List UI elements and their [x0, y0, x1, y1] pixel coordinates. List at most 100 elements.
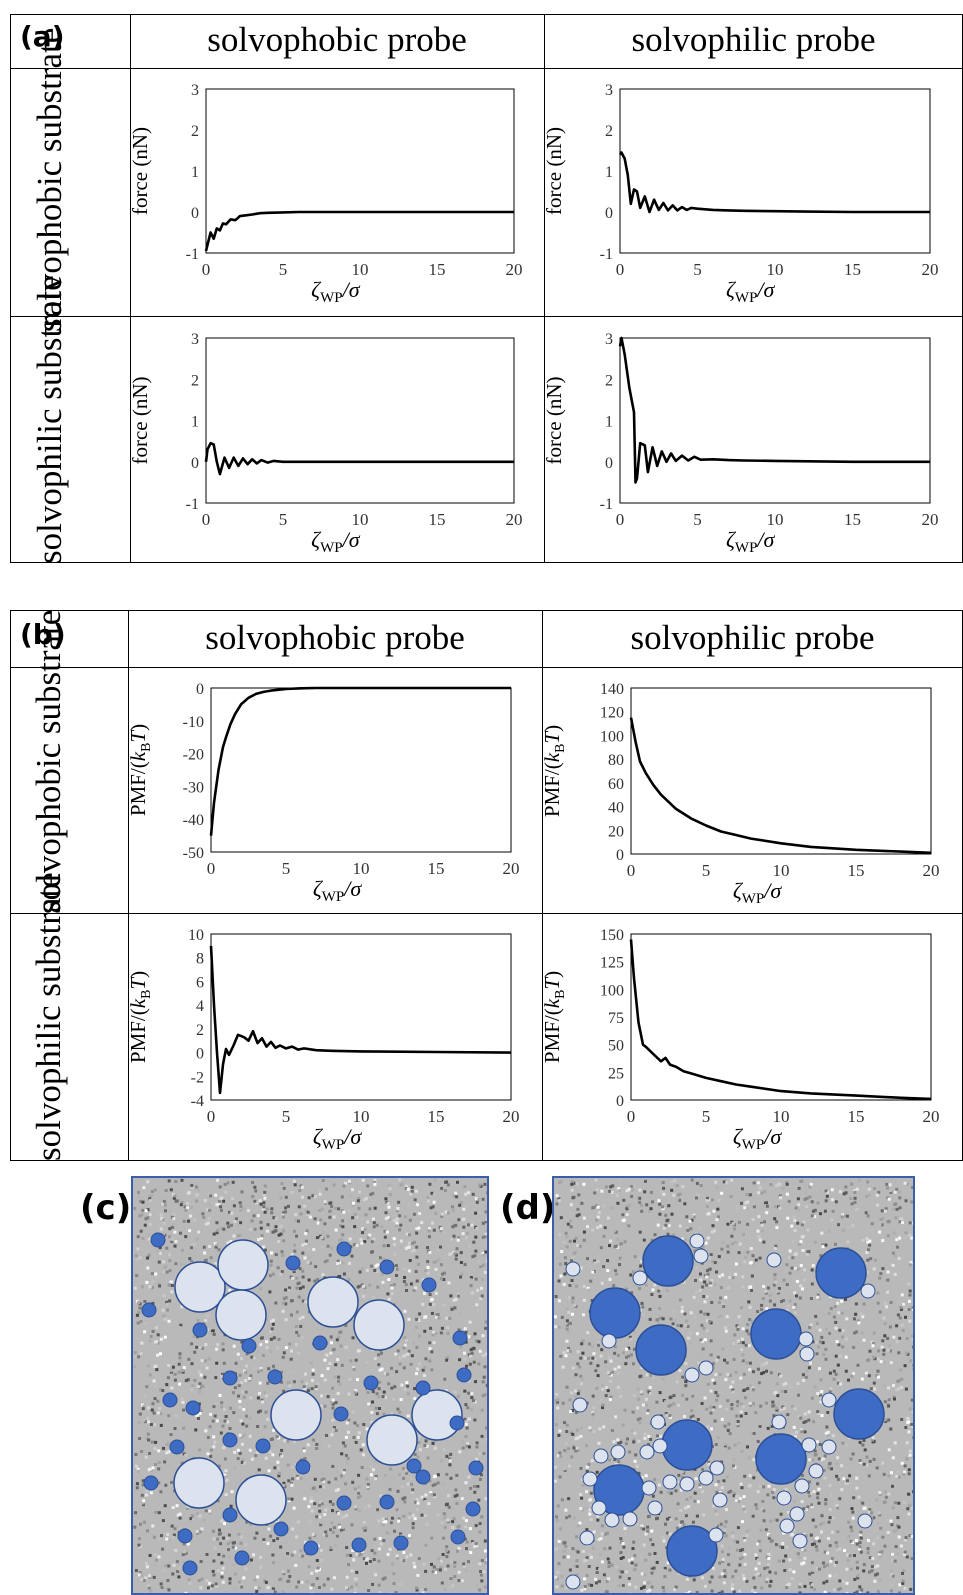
small-solvent-particle — [295, 1459, 311, 1475]
large-solvophobic-particle — [661, 1419, 713, 1471]
small-solvent-particle — [601, 1333, 617, 1349]
y-tick-label: 3 — [191, 82, 199, 99]
small-solvent-particle — [591, 1500, 607, 1516]
series-line — [209, 945, 512, 1095]
small-solvent-particle — [821, 1439, 837, 1455]
y-axis-label: force (nN) — [545, 376, 566, 464]
large-solvophilic-particle — [173, 1457, 225, 1509]
large-solvophilic-particle — [353, 1299, 405, 1351]
x-tick-label: 20 — [922, 260, 939, 279]
y-tick-label: -1 — [186, 496, 199, 513]
x-tick-label: 5 — [702, 861, 711, 880]
plot-area-frame — [210, 687, 512, 853]
y-tick-label: 6 — [196, 974, 204, 991]
small-solvent-particle — [452, 1330, 468, 1346]
x-tick-label: 0 — [616, 260, 625, 279]
series-line — [618, 151, 930, 214]
x-axis-label: ζWP/σ — [726, 527, 776, 556]
plot-area-frame — [630, 687, 932, 855]
y-axis-label: PMF/(kBT) — [129, 724, 154, 816]
x-tick-label: 5 — [282, 859, 291, 878]
small-solvent-particle — [650, 1414, 666, 1430]
small-solvent-particle — [712, 1492, 728, 1508]
large-solvophobic-particle — [833, 1388, 885, 1440]
small-solvent-particle — [456, 1367, 472, 1383]
chart-b-philic-philic: 0 5 10 15 20 0 25 50 75 100 125 150 ζWP/σ PMF/(kBT) — [543, 927, 940, 1153]
y-tick-label: -40 — [183, 812, 204, 829]
y-tick-label: 25 — [608, 1065, 624, 1082]
small-solvent-particle — [273, 1521, 289, 1537]
x-tick-label: 10 — [353, 1107, 370, 1126]
y-tick-label: -2 — [191, 1069, 204, 1086]
panel-b-divider — [10, 913, 963, 914]
y-tick-label: 4 — [196, 998, 204, 1015]
small-solvent-particle — [799, 1346, 815, 1362]
small-solvent-particle — [693, 1248, 709, 1264]
small-solvent-particle — [779, 1518, 795, 1534]
small-solvent-particle — [222, 1507, 238, 1523]
x-tick-label: 5 — [693, 510, 702, 529]
y-tick-label: 0 — [616, 1093, 624, 1110]
small-solvent-particle — [572, 1397, 588, 1413]
small-solvent-particle — [565, 1261, 581, 1277]
y-tick-label: 2 — [605, 372, 613, 389]
small-solvent-particle — [363, 1375, 379, 1391]
x-tick-label: 20 — [923, 1107, 940, 1126]
panel-c-scene — [131, 1176, 489, 1595]
y-tick-label: 20 — [608, 823, 624, 840]
y-tick-label: 3 — [605, 82, 613, 99]
y-tick-label: 125 — [600, 955, 624, 972]
small-solvent-particle — [801, 1437, 817, 1453]
y-tick-label: 1 — [605, 414, 613, 431]
small-solvent-particle — [622, 1511, 638, 1527]
large-solvophilic-particle — [235, 1474, 287, 1526]
small-solvent-particle — [610, 1444, 626, 1460]
x-tick-label: 0 — [627, 861, 636, 880]
small-solvent-particle — [267, 1369, 283, 1385]
small-solvent-particle — [303, 1540, 319, 1556]
chart-b-phobic-phobic: 0 5 10 15 20 -50 -40 -30 -20 -10 0 ζWP/σ PMF/(kBT) — [129, 681, 520, 905]
y-tick-label: 150 — [600, 927, 624, 944]
small-solvent-particle — [708, 1527, 724, 1543]
plot-area-frame — [205, 337, 515, 504]
panel-a-divider — [544, 14, 545, 563]
x-tick-label: 5 — [282, 1107, 291, 1126]
y-tick-label: 1 — [191, 164, 199, 181]
col-title-solvophilic-probe: solvophilic probe — [631, 20, 876, 59]
y-tick-label: 2 — [196, 1022, 204, 1039]
chart-b-phobic-philic: 0 5 10 15 20 0 20 40 60 80 100 120 140 ζWP/σ PMF/(kBT) — [543, 681, 940, 907]
y-axis-label: force (nN) — [131, 127, 152, 215]
x-tick-label: 0 — [627, 1107, 636, 1126]
small-solvent-particle — [468, 1460, 484, 1476]
panel-b-divider — [542, 610, 543, 1161]
y-tick-label: -50 — [183, 845, 204, 862]
series-line — [204, 441, 514, 476]
y-tick-label: 3 — [605, 331, 613, 348]
x-tick-label: 20 — [506, 260, 523, 279]
panel-d-illustration — [554, 1178, 913, 1593]
small-solvent-particle — [222, 1370, 238, 1386]
y-tick-label: -4 — [191, 1093, 204, 1110]
small-solvent-particle — [709, 1460, 725, 1476]
y-tick-label: 120 — [600, 705, 624, 722]
small-solvent-particle — [351, 1537, 367, 1553]
small-solvent-particle — [776, 1490, 792, 1506]
x-tick-label: 15 — [844, 260, 861, 279]
panel-a-divider — [10, 316, 963, 317]
panel-c-illustration — [133, 1178, 487, 1593]
row-title-text: solvophilic substrate — [30, 275, 69, 564]
large-solvophobic-particle — [755, 1433, 807, 1485]
x-axis-label: ζWP/σ — [733, 878, 783, 907]
x-tick-label: 20 — [506, 510, 523, 529]
small-solvent-particle — [593, 1448, 609, 1464]
x-tick-label: 5 — [279, 510, 288, 529]
x-tick-label: 15 — [848, 1107, 865, 1126]
small-solvent-particle — [821, 1392, 837, 1408]
panel-d-scene — [552, 1176, 915, 1595]
y-tick-label: 60 — [608, 776, 624, 793]
y-tick-label: 50 — [608, 1038, 624, 1055]
y-tick-label: 140 — [600, 681, 624, 698]
x-tick-label: 15 — [429, 510, 446, 529]
y-axis-label: PMF/(kBT) — [543, 971, 568, 1063]
